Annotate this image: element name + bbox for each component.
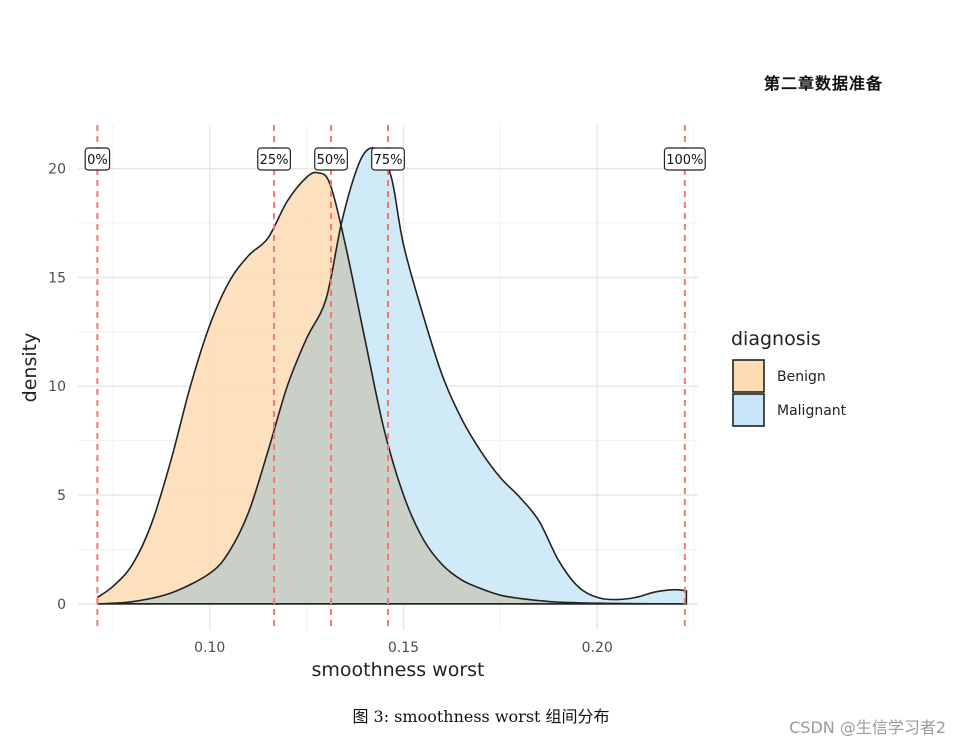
figure-caption: 图 3: smoothness worst 组间分布 [352,707,610,726]
legend-key-benign [732,359,765,393]
density-chart: 0% 25% 50% 75% 100% 0.10 0.15 0.20 0 5 10 15 20 smo… [19,125,847,681]
quantile-label: 0% [84,147,111,171]
y-tick-label: 10 [48,379,66,395]
legend-label-benign: Benign [777,369,826,385]
quantile-label-box [314,147,348,171]
density-overlap [97,227,687,604]
quantile-label: 50% [314,147,348,171]
quantile-label-box [84,147,111,171]
x-tick-label: 0.15 [388,640,419,656]
quantile-label-box [663,147,706,171]
y-tick-label: 0 [57,597,66,613]
quantile-label: 25% [257,147,291,171]
density-areas [96,147,688,605]
quantile-label-box [257,147,291,171]
quantile-label: 100% [663,147,706,171]
quantile-label-box [371,147,405,171]
density-outline-malignant [97,147,688,605]
chapter-header: 第二章数据准备 [764,74,884,93]
y-tick-label: 5 [57,488,66,504]
quantile-labels: 0% 25% 50% 75% 100% [84,147,706,171]
legend-key-malignant [732,393,765,427]
density-area-malignant [97,147,687,604]
quantile-label-text: 0% [87,153,108,168]
watermark: CSDN @生信学习者2 [789,718,946,737]
quantile-label-text: 75% [374,153,403,168]
y-tick-label: 20 [48,162,66,178]
quantile-label-text: 100% [666,153,703,168]
axis-ticks: 0.10 0.15 0.20 0 5 10 15 20 [48,162,613,656]
quantile-label-text: 50% [317,153,346,168]
y-tick-label: 15 [48,270,66,286]
quantile-lines [96,125,686,630]
density-outline-benign [96,171,687,605]
legend-title: diagnosis [731,328,821,350]
density-area-benign [97,172,687,604]
legend-label-malignant: Malignant [777,403,847,419]
x-tick-label: 0.20 [582,640,613,656]
quantile-label-text: 25% [260,153,289,168]
y-axis-title: density [19,333,41,403]
x-axis-title: smoothness worst [311,659,484,681]
legend: diagnosis Benign Malignant [731,328,847,427]
x-tick-label: 0.10 [194,640,225,656]
quantile-label: 75% [371,147,405,171]
